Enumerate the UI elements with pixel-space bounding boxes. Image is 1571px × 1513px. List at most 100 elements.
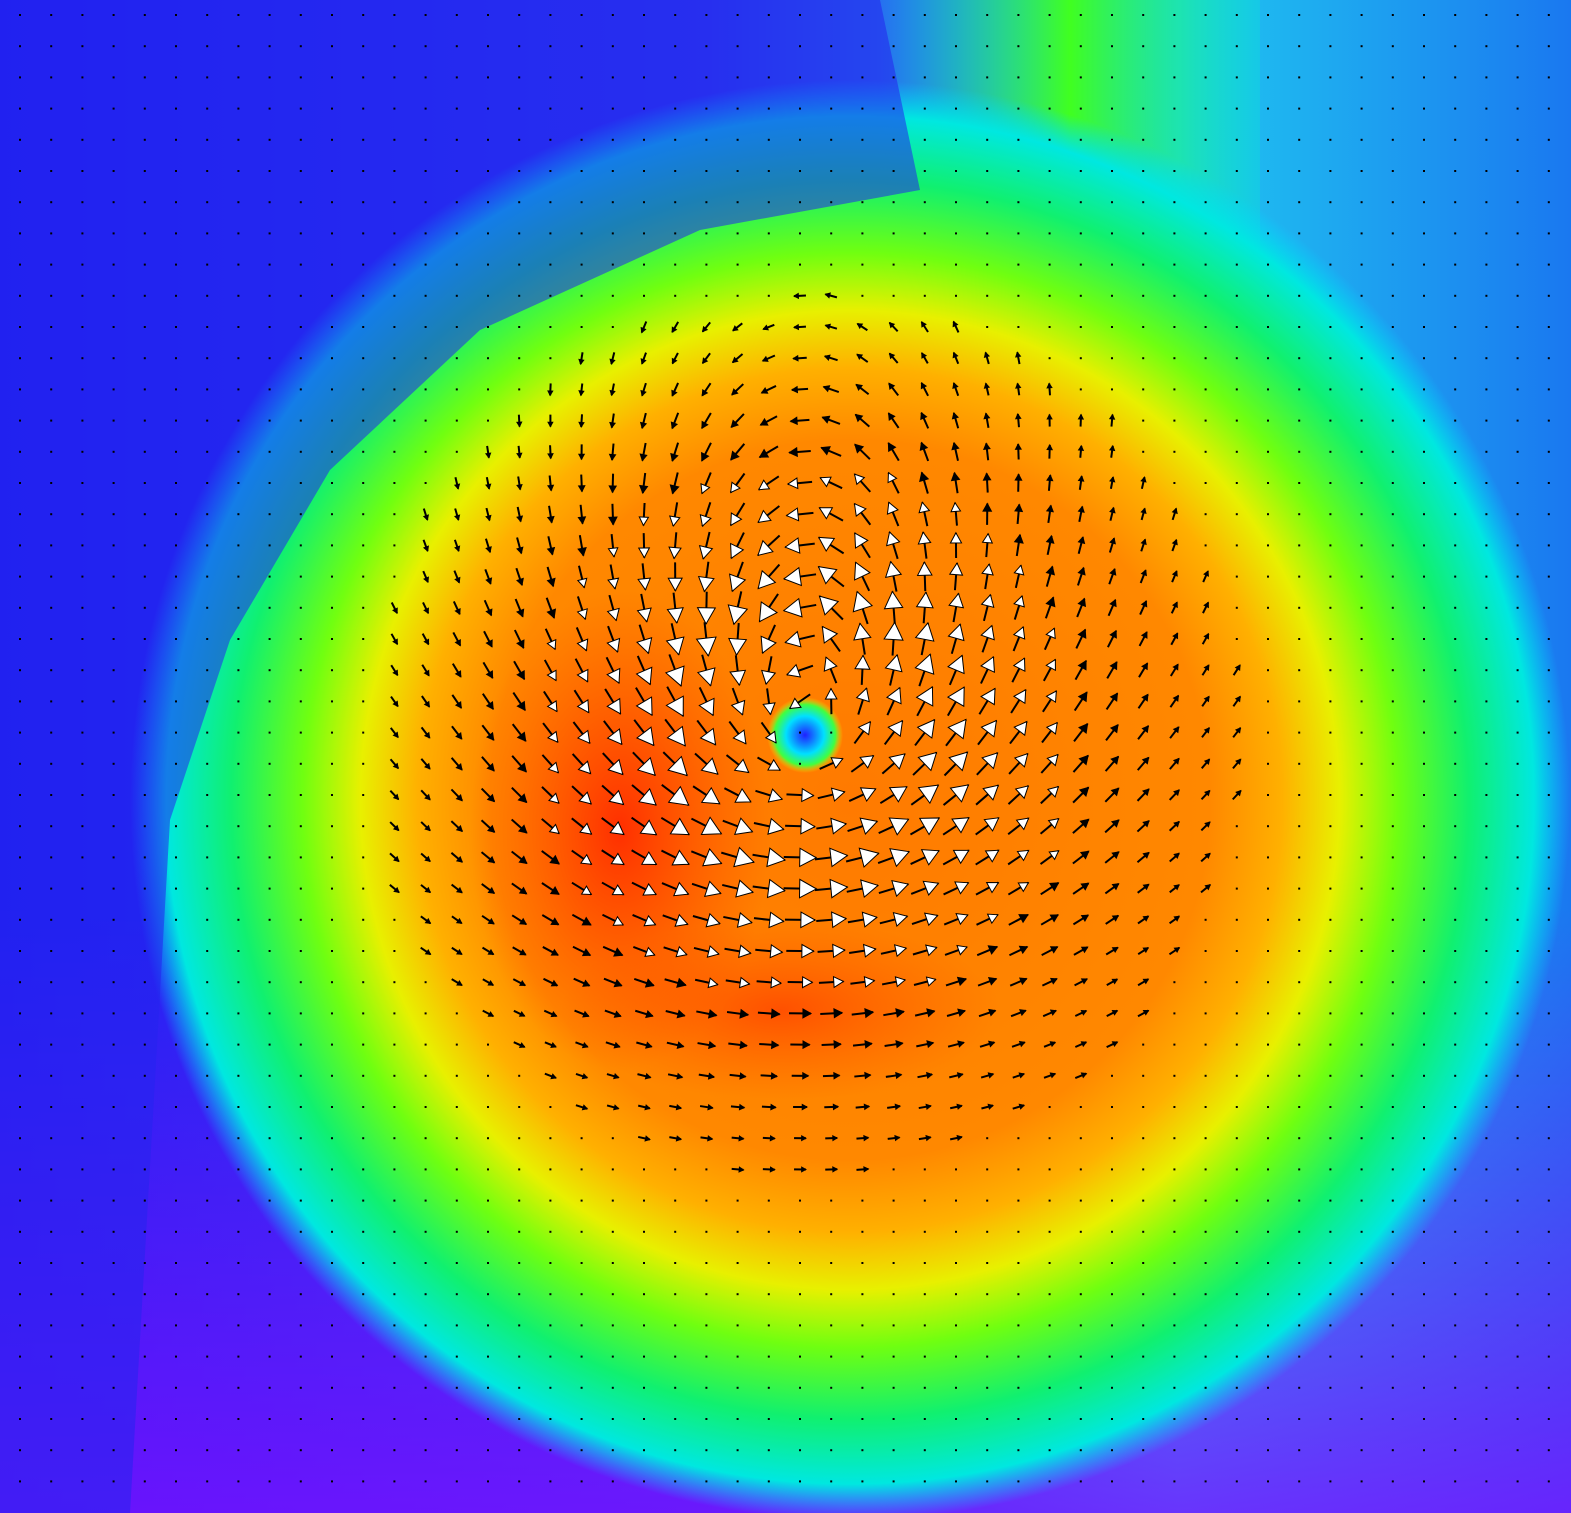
dot bbox=[175, 607, 177, 609]
dot bbox=[19, 108, 21, 110]
dot bbox=[300, 1106, 302, 1108]
dot bbox=[1298, 544, 1300, 546]
dot bbox=[1298, 232, 1300, 234]
dot bbox=[144, 1044, 146, 1046]
dot bbox=[237, 139, 239, 141]
dot bbox=[81, 139, 83, 141]
dot bbox=[955, 1293, 957, 1295]
dot bbox=[113, 825, 115, 827]
dot bbox=[518, 1293, 520, 1295]
dot bbox=[1454, 14, 1456, 16]
dot bbox=[1392, 1044, 1394, 1046]
dot bbox=[237, 607, 239, 609]
dot bbox=[50, 14, 52, 16]
dot bbox=[300, 1449, 302, 1451]
dot bbox=[1298, 14, 1300, 16]
dot bbox=[456, 1480, 458, 1482]
dot bbox=[1517, 1200, 1519, 1202]
dot bbox=[1298, 1262, 1300, 1264]
field-plot bbox=[0, 0, 1571, 1513]
dot bbox=[362, 576, 364, 578]
dot bbox=[175, 357, 177, 359]
dot bbox=[861, 1449, 863, 1451]
dot bbox=[269, 139, 271, 141]
dot bbox=[1361, 1137, 1363, 1139]
dot bbox=[144, 576, 146, 578]
dot bbox=[1142, 1356, 1144, 1358]
dot bbox=[50, 1231, 52, 1233]
dot bbox=[1298, 981, 1300, 983]
dot bbox=[768, 1231, 770, 1233]
dot bbox=[113, 513, 115, 515]
dot bbox=[1485, 700, 1487, 702]
dot bbox=[768, 1324, 770, 1326]
dot bbox=[1017, 1356, 1019, 1358]
dot bbox=[830, 201, 832, 203]
dot bbox=[830, 732, 832, 734]
dot bbox=[1329, 170, 1331, 172]
dot bbox=[456, 1324, 458, 1326]
dot bbox=[1361, 576, 1363, 578]
dot bbox=[425, 1324, 427, 1326]
dot bbox=[1205, 451, 1207, 453]
dot bbox=[19, 794, 21, 796]
dot bbox=[331, 1231, 333, 1233]
dot bbox=[1361, 482, 1363, 484]
dot bbox=[1361, 1044, 1363, 1046]
dot bbox=[1142, 357, 1144, 359]
dot bbox=[768, 1480, 770, 1482]
dot bbox=[612, 139, 614, 141]
dot bbox=[581, 201, 583, 203]
dot bbox=[1298, 856, 1300, 858]
dot bbox=[1205, 326, 1207, 328]
dot bbox=[175, 14, 177, 16]
dot bbox=[1392, 981, 1394, 983]
dot bbox=[269, 1262, 271, 1264]
dot bbox=[1423, 357, 1425, 359]
dot bbox=[1329, 1324, 1331, 1326]
dot bbox=[1329, 388, 1331, 390]
dot bbox=[893, 232, 895, 234]
dot bbox=[1267, 451, 1269, 453]
dot bbox=[331, 888, 333, 890]
dot bbox=[269, 201, 271, 203]
dot bbox=[1111, 326, 1113, 328]
dot bbox=[1485, 170, 1487, 172]
dot bbox=[144, 763, 146, 765]
dot bbox=[362, 45, 364, 47]
dot bbox=[1049, 1480, 1051, 1482]
dot bbox=[81, 794, 83, 796]
dot bbox=[1329, 1168, 1331, 1170]
dot bbox=[425, 1293, 427, 1295]
dot bbox=[674, 108, 676, 110]
dot bbox=[830, 14, 832, 16]
dot bbox=[144, 388, 146, 390]
dot bbox=[830, 264, 832, 266]
dot bbox=[19, 1168, 21, 1170]
dot bbox=[1080, 1449, 1082, 1451]
dot bbox=[643, 264, 645, 266]
dot bbox=[1485, 1168, 1487, 1170]
dot bbox=[362, 1231, 364, 1233]
dot bbox=[331, 1324, 333, 1326]
dot bbox=[362, 170, 364, 172]
dot bbox=[893, 108, 895, 110]
dot bbox=[924, 1324, 926, 1326]
dot bbox=[1236, 1387, 1238, 1389]
dot bbox=[1173, 1418, 1175, 1420]
dot bbox=[206, 1106, 208, 1108]
dot bbox=[487, 139, 489, 141]
dot bbox=[81, 669, 83, 671]
dot bbox=[1392, 326, 1394, 328]
dot bbox=[705, 201, 707, 203]
dot bbox=[1329, 825, 1331, 827]
dot bbox=[1517, 1106, 1519, 1108]
dot bbox=[1361, 1356, 1363, 1358]
dot bbox=[456, 108, 458, 110]
dot bbox=[518, 1137, 520, 1139]
dot bbox=[331, 357, 333, 359]
dot bbox=[986, 232, 988, 234]
dot bbox=[955, 1168, 957, 1170]
dot bbox=[487, 357, 489, 359]
dot bbox=[1454, 45, 1456, 47]
